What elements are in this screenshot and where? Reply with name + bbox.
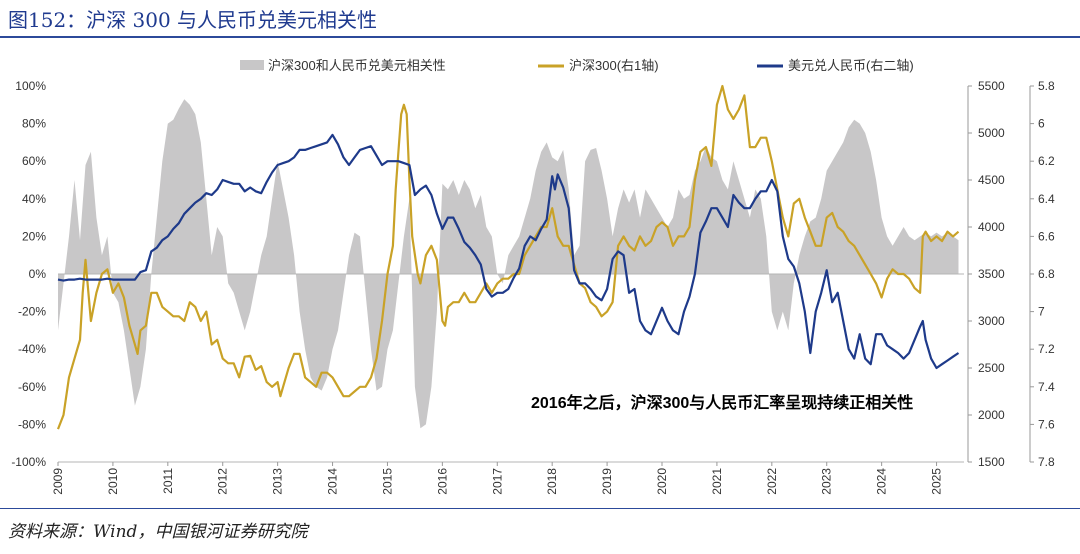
x-tick-label: 2010 (106, 468, 120, 495)
series-csi300 (56, 84, 960, 430)
y-left-tick-label: 0% (29, 267, 47, 281)
legend: 沪深300和人民币兑美元相关性 沪深300(右1轴) 美元兑人民币(右二轴) (240, 58, 914, 73)
x-tick-label: 2015 (380, 468, 394, 495)
y-left-tick-label: -60% (18, 380, 46, 394)
x-tick-label: 2012 (216, 468, 230, 495)
x-tick-label: 2020 (655, 468, 669, 495)
x-tick-label: 2013 (271, 468, 285, 495)
x-tick-label: 2014 (326, 468, 340, 495)
y-left-tick-label: -40% (18, 342, 46, 356)
y-axis-right1: 5500 5000 4500 4000 3500 3000 2500 2000 1500 (967, 79, 1005, 469)
y-right2-tick-label: 6.4 (1038, 192, 1055, 206)
legend-swatch-corr (240, 60, 264, 70)
legend-label-fx: 美元兑人民币(右二轴) (788, 58, 914, 73)
y-right1-tick-label: 1500 (978, 455, 1005, 469)
x-tick-label: 2009 (51, 468, 65, 495)
y-right1-tick-label: 2000 (978, 408, 1005, 422)
x-tick-label: 2016 (435, 468, 449, 495)
y-right2-tick-label: 7.4 (1038, 380, 1055, 394)
y-right2-tick-label: 7.2 (1038, 342, 1055, 356)
y-left-tick-label: -80% (18, 417, 46, 431)
x-tick-label: 2018 (545, 468, 559, 495)
y-right2-tick-label: 6 (1038, 117, 1045, 131)
y-right2-tick-label: 6.6 (1038, 229, 1055, 243)
page-title: 图152：沪深 300 与人民币兑美元相关性 (8, 8, 378, 32)
y-axis-left: 100% 80% 60% 40% 20% 0% -20% -40% -60% -80% -100% (11, 79, 46, 469)
x-tick-label: 2011 (161, 468, 175, 494)
plot-area: 2009 2010 2011 2012 2013 2014 2015 2016 2017 2018… (51, 84, 964, 495)
y-left-tick-label: 60% (22, 154, 46, 168)
source-note: 资料来源：Wind，中国银河证券研究院 (8, 522, 308, 542)
y-right1-tick-label: 3500 (978, 267, 1005, 281)
x-tick-label: 2021 (710, 468, 724, 495)
y-left-tick-label: -20% (18, 305, 46, 319)
csi300-line (56, 84, 960, 430)
bottom-rule (0, 508, 1080, 509)
annotation: 2016年之后，沪深300与人民币汇率呈现持续正相关性 (531, 393, 913, 412)
y-right1-tick-label: 3000 (978, 314, 1005, 328)
y-right1-tick-label: 5000 (978, 126, 1005, 140)
y-axis-right2: 5.8 6 6.2 6.4 6.6 6.8 7 7.2 7.4 7.6 7.8 (1029, 79, 1055, 469)
y-right2-tick-label: 7 (1038, 305, 1045, 319)
usdcny-line (57, 133, 960, 370)
y-left-tick-label: 80% (22, 117, 46, 131)
y-left-tick-label: 100% (15, 79, 46, 93)
y-right2-tick-label: 5.8 (1038, 79, 1055, 93)
y-left-tick-label: -100% (11, 455, 46, 469)
series-correlation (58, 99, 959, 429)
y-right1-tick-label: 2500 (978, 361, 1005, 375)
x-tick-label: 2025 (930, 468, 944, 495)
x-tick-label: 2023 (820, 468, 834, 495)
top-rule (0, 36, 1080, 38)
x-tick-label: 2022 (765, 468, 779, 495)
chart: 沪深300和人民币兑美元相关性 沪深300(右1轴) 美元兑人民币(右二轴) 2… (11, 58, 1055, 495)
y-right2-tick-label: 7.8 (1038, 455, 1055, 469)
y-right1-tick-label: 4000 (978, 220, 1005, 234)
y-right2-tick-label: 6.2 (1038, 154, 1055, 168)
y-right2-tick-label: 6.8 (1038, 267, 1055, 281)
x-tick-label: 2017 (490, 468, 504, 495)
legend-label-corr: 沪深300和人民币兑美元相关性 (268, 58, 446, 73)
x-tick-label: 2024 (875, 468, 889, 495)
legend-label-csi: 沪深300(右1轴) (569, 58, 659, 73)
y-left-tick-label: 40% (22, 192, 46, 206)
correlation-area (58, 99, 959, 429)
y-right2-tick-label: 7.6 (1038, 417, 1055, 431)
y-right1-tick-label: 5500 (978, 79, 1005, 93)
x-tick-label: 2019 (600, 468, 614, 495)
series-usdcny (57, 133, 960, 370)
x-axis: 2009 2010 2011 2012 2013 2014 2015 2016 2017 2018… (51, 273, 964, 495)
y-left-tick-label: 20% (22, 229, 46, 243)
y-right1-tick-label: 4500 (978, 173, 1005, 187)
